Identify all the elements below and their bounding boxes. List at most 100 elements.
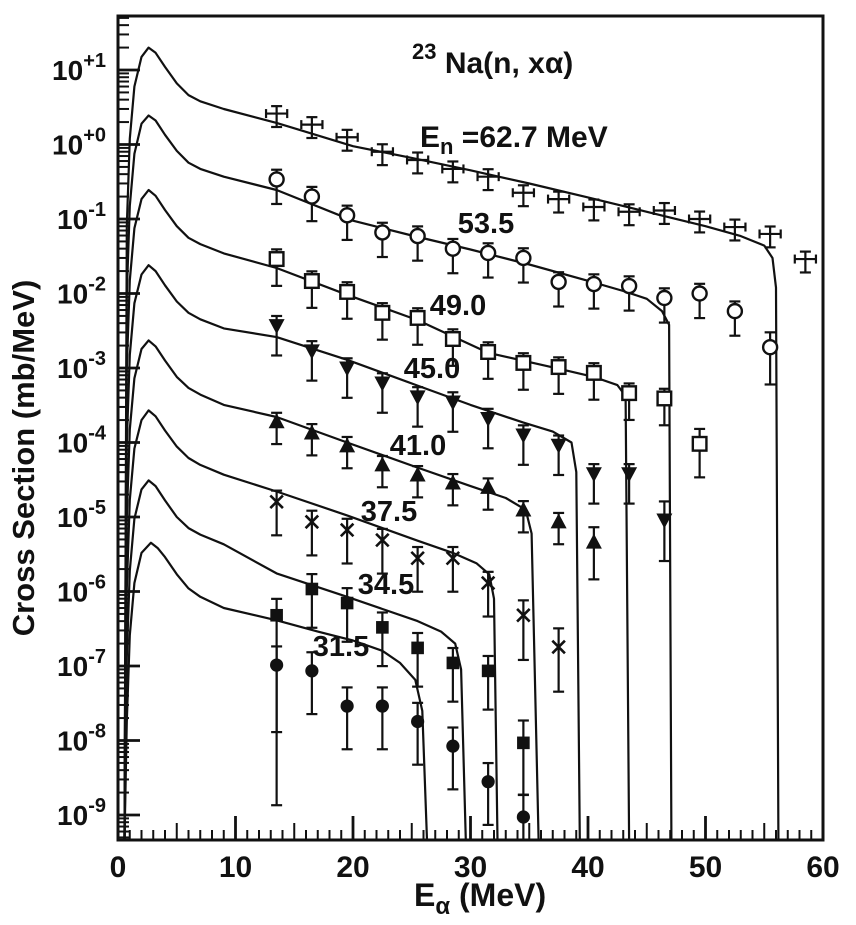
series-45.0 (268, 314, 673, 563)
series-49.0 (268, 248, 708, 479)
annotations: 53.5 49.0 45.0 41.0 37.5 34.5 31.5 23 Na(n, xα)… (313, 39, 608, 663)
series-37.5 (269, 489, 566, 693)
x-tick-label: 0 (110, 851, 127, 884)
triangle-down-marker (374, 376, 391, 392)
series-31.5 (270, 645, 530, 839)
triangle-down-marker (621, 467, 638, 483)
triangle-up-marker (303, 424, 320, 440)
square-open-marker (303, 273, 320, 290)
y-tick-label: 10-5 (57, 497, 106, 533)
triangle-up-marker (480, 478, 497, 494)
y-tick-label: 10-2 (57, 274, 106, 310)
circle-open-marker (726, 302, 744, 320)
axis-labels: 0 10 20 30 40 50 60 10+1 10+0 10-1 10-2 10-3 10-4 10-… (6, 50, 840, 920)
circle-filled-marker (340, 699, 354, 713)
x-axis-title: Eα (MeV) (414, 877, 546, 920)
circle-open-marker (444, 240, 462, 257)
circle-filled-marker (305, 664, 319, 678)
series-34.5 (270, 573, 530, 807)
circle-filled-marker (411, 714, 425, 729)
triangle-up-marker (409, 466, 426, 482)
square-filled-marker (517, 736, 530, 750)
square-open-marker (691, 435, 708, 452)
circle-open-marker (374, 224, 391, 241)
square-filled-marker (481, 664, 495, 678)
circle-open-marker (338, 207, 356, 224)
circle-open-marker (691, 285, 708, 302)
series-41.0 (268, 411, 602, 581)
energy-label-37.5: 37.5 (361, 496, 417, 528)
x-tick-label: 30 (454, 851, 487, 884)
data-series (264, 105, 818, 839)
model-curve-53.5 (123, 114, 673, 841)
chart-title: 23 Na(n, xα) (412, 39, 573, 80)
y-tick-label: 10-1 (57, 199, 106, 235)
x-marker (445, 550, 461, 566)
square-open-marker (374, 304, 391, 321)
circle-open-marker (303, 188, 321, 205)
circle-filled-marker (446, 739, 460, 753)
square-filled-marker (340, 596, 354, 610)
x-marker (339, 522, 355, 538)
y-tick-label: 10-3 (57, 348, 106, 384)
circle-open-marker (515, 249, 532, 267)
series-62.7 (264, 105, 818, 274)
square-open-marker (515, 354, 532, 371)
triangle-down-marker (303, 344, 320, 360)
triangle-down-marker (480, 411, 497, 427)
circle-open-marker (268, 171, 285, 188)
x-marker (375, 532, 390, 548)
square-open-marker (268, 251, 285, 268)
triangle-up-marker (585, 533, 602, 549)
x-tick-label: 20 (336, 851, 369, 884)
series-53.5 (268, 168, 779, 386)
triangle-down-marker (550, 438, 567, 454)
triangle-up-marker (268, 413, 285, 429)
y-tick-label: 10-6 (57, 572, 106, 608)
square-open-marker (550, 359, 567, 376)
triangle-up-marker (515, 501, 532, 517)
plot-frame (116, 14, 825, 842)
circle-filled-marker (516, 810, 530, 824)
triangle-down-marker (268, 319, 285, 335)
model-curve-62.7 (123, 46, 780, 841)
model-curve-34.5 (123, 479, 467, 841)
x-tick-label: 40 (571, 851, 604, 884)
beam-energy-label: En =62.7 MeV (420, 121, 608, 159)
model-curve-49.0 (123, 188, 631, 841)
triangle-up-marker (339, 437, 356, 453)
circle-open-marker (656, 289, 673, 307)
model-curve-31.5 (123, 541, 429, 841)
x-marker (480, 575, 496, 591)
square-filled-marker (446, 656, 460, 670)
square-open-marker (585, 364, 602, 381)
energy-label-45.0: 45.0 (404, 353, 460, 385)
energy-label-41.0: 41.0 (390, 430, 446, 462)
triangle-down-marker (339, 361, 356, 377)
triangle-down-marker (444, 395, 461, 411)
circle-open-marker (585, 275, 603, 293)
square-filled-marker (270, 608, 283, 622)
x-tick-label: 60 (806, 851, 839, 884)
triangle-up-marker (550, 513, 567, 529)
triangle-down-marker (585, 467, 602, 483)
x-tick-label: 10 (219, 851, 252, 884)
triangle-down-marker (515, 428, 532, 444)
triangle-down-marker (656, 513, 673, 529)
model-curve-41.0 (123, 339, 540, 841)
square-open-marker (444, 331, 461, 348)
x-marker (516, 608, 531, 623)
y-tick-label: 10-4 (57, 423, 107, 459)
model-curves (123, 46, 780, 841)
square-open-marker (621, 385, 638, 402)
x-marker (269, 494, 284, 510)
model-curve-45.0 (123, 264, 581, 841)
energy-label-31.5: 31.5 (313, 631, 369, 663)
circle-open-marker (479, 244, 497, 262)
circle-open-marker (550, 273, 567, 291)
x-marker (410, 550, 425, 566)
triangle-up-marker (444, 474, 461, 490)
square-open-marker (480, 343, 497, 360)
